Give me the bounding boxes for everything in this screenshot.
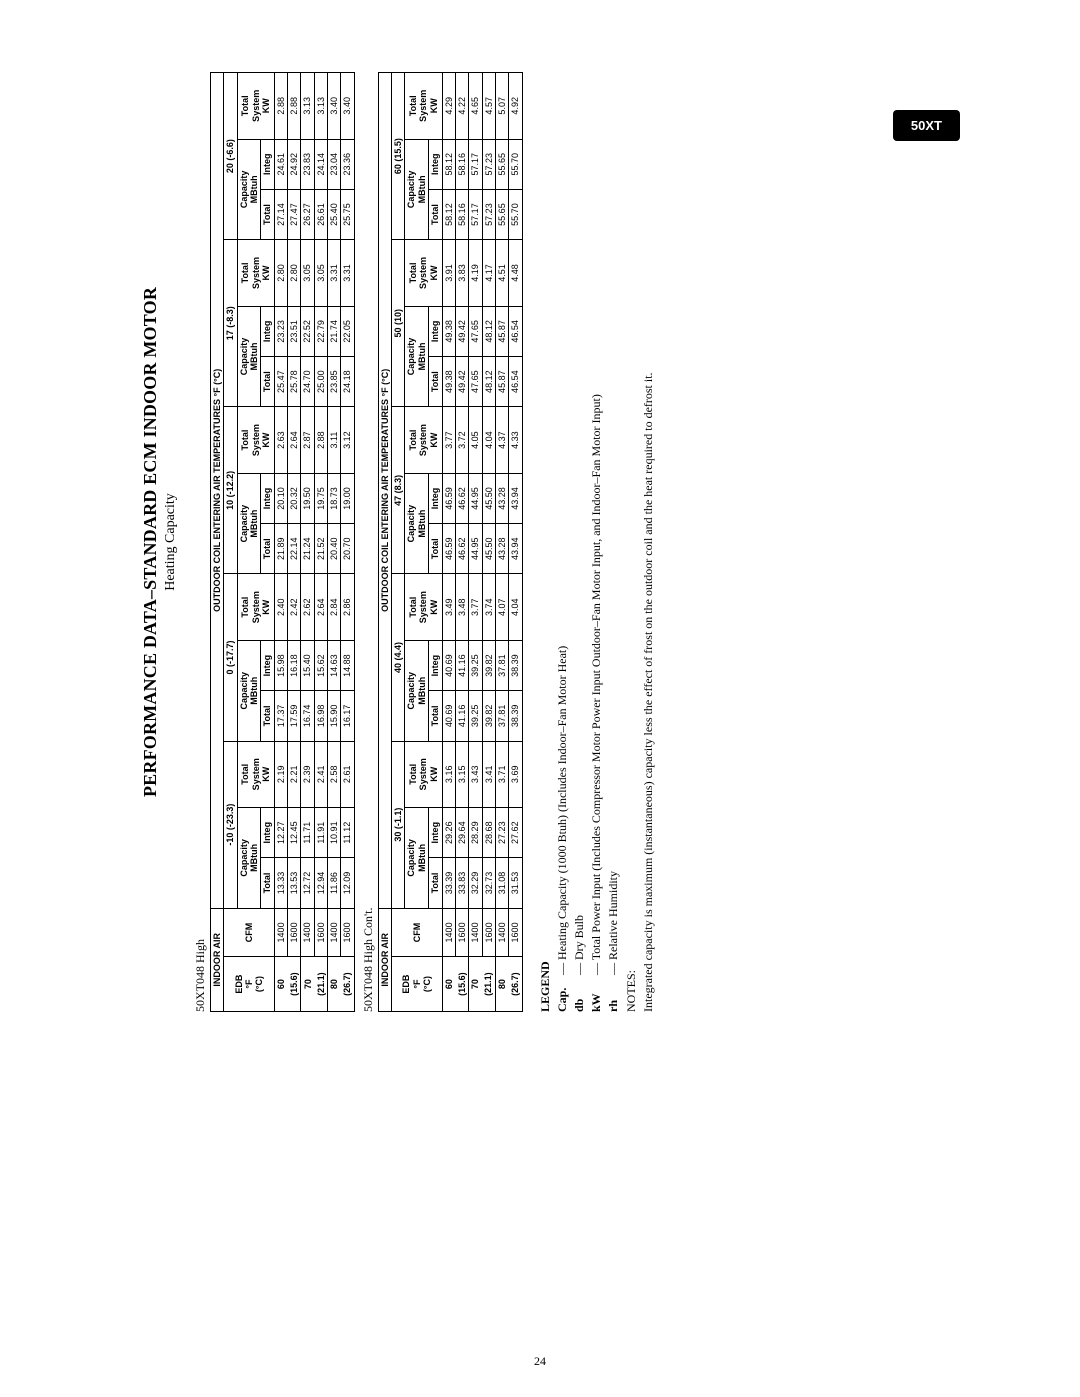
table-label: 50XT048 High <box>193 72 208 1012</box>
heating-capacity-table: INDOOR AIROUTDOOR COIL ENTERING AIR TEMP… <box>210 72 355 1012</box>
table-label: 50XT048 High Con't. <box>361 72 376 1012</box>
page-number: 24 <box>0 1354 1080 1369</box>
side-tab: 50XT <box>893 110 960 141</box>
page-subtitle: Heating Capacity <box>163 72 179 1012</box>
legend: LEGENDCap. — Heating Capacity (1000 Btuh… <box>537 72 656 1012</box>
heating-capacity-table: INDOOR AIROUTDOOR COIL ENTERING AIR TEMP… <box>378 72 523 1012</box>
rotated-content: PERFORMANCE DATA–STANDARD ECM INDOOR MOT… <box>140 72 657 1012</box>
tables-container: 50XT048 HighINDOOR AIROUTDOOR COIL ENTER… <box>193 72 523 1012</box>
page-title: PERFORMANCE DATA–STANDARD ECM INDOOR MOT… <box>140 72 161 1012</box>
